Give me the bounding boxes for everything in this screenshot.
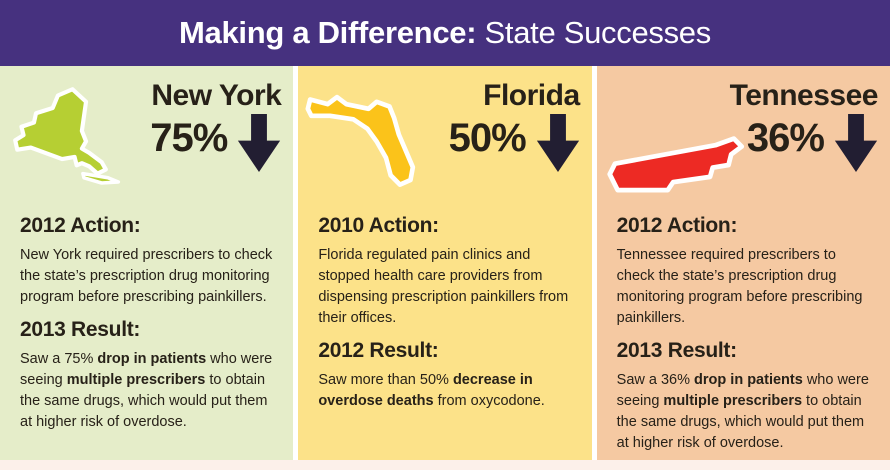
florida-hero-text: Florida 50%: [449, 80, 580, 172]
florida-percent-row: 50%: [448, 113, 580, 172]
tennessee-result-text: Saw a 36% drop in patients who were seei…: [616, 372, 869, 452]
down-arrow-icon: [834, 113, 878, 172]
florida-title: Florida: [483, 79, 580, 112]
page-title-regular: State Successes: [476, 15, 712, 50]
tennessee-hero: Tennessee 36%: [597, 66, 890, 200]
page-title: Making a Difference: State Successes: [179, 15, 711, 51]
new-york-percent: 75%: [150, 115, 228, 160]
down-arrow-icon: [536, 113, 579, 172]
new-york-title: New York: [151, 79, 282, 112]
tennessee-state-map-icon: [607, 136, 744, 193]
florida-state-map-icon: [305, 94, 416, 188]
new-york-result-text: Saw a 75% drop in patients who were seei…: [20, 351, 273, 431]
page-title-bold: Making a Difference:: [179, 15, 477, 50]
footer: SOURCES: NY, TN: PDMP Center of Excellen…: [0, 460, 890, 470]
new-york-action-text: New York required prescribers to check t…: [20, 247, 273, 306]
tennessee-percent: 36%: [746, 115, 825, 160]
header-banner: Making a Difference: State Successes: [0, 0, 890, 66]
state-columns: New York 75% 2012 Action: New York requi…: [0, 66, 890, 461]
tennessee-body: 2012 Action: Tennessee required prescrib…: [597, 200, 890, 460]
florida-action-text: Florida regulated pain clinics and stopp…: [318, 247, 569, 327]
tennessee-action-text: Tennessee required prescribers to check …: [616, 247, 863, 327]
florida-result-text: Saw more than 50% decrease in overdose d…: [318, 372, 545, 410]
florida-hero: Florida 50%: [298, 66, 591, 200]
column-florida: Florida 50% 2010 Action: Florida regulat…: [298, 66, 592, 461]
tennessee-action-heading: 2012 Action:: [616, 214, 738, 237]
new-york-hero: New York 75%: [0, 66, 293, 200]
new-york-hero-text: New York 75%: [150, 79, 282, 172]
new-york-state-map-icon: [13, 87, 121, 185]
tennessee-hero-text: Tennessee 36%: [730, 80, 878, 172]
new-york-action-heading: 2012 Action:: [20, 214, 141, 237]
tennessee-percent-row: 36%: [730, 113, 878, 172]
tennessee-title: Tennessee: [729, 79, 879, 112]
column-tennessee: Tennessee 36% 2012 Action: Tennessee req…: [596, 66, 890, 461]
florida-action-heading: 2010 Action:: [318, 214, 439, 237]
new-york-body: 2012 Action: New York required prescribe…: [0, 200, 293, 439]
tennessee-result-heading: 2013 Result:: [616, 339, 737, 363]
new-york-percent-row: 75%: [150, 113, 281, 172]
new-york-result-heading: 2013 Result:: [20, 318, 141, 342]
column-new-york: New York 75% 2012 Action: New York requi…: [0, 66, 294, 461]
florida-percent: 50%: [448, 115, 527, 160]
florida-result-heading: 2012 Result:: [318, 339, 439, 363]
florida-body: 2010 Action: Florida regulated pain clin…: [298, 200, 591, 418]
down-arrow-icon: [238, 113, 281, 172]
